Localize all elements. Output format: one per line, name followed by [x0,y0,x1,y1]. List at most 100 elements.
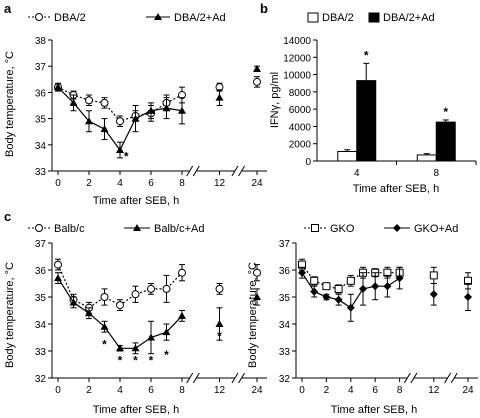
b-bar-dba-2-8 [416,154,437,162]
panel-a-plot: * [54,64,261,164]
a-ytick-label-36: 36 [35,88,47,99]
a-xtick-label-0: 0 [55,178,61,189]
c-balb-c-ad-point-24 [253,293,261,300]
a-dba-2-ad-point-12 [215,93,224,101]
a-axis-break-1-b [238,165,245,177]
panel-a-xticks: 0 2 4 6 8 12 24 [55,171,263,189]
panel-d-legend-gko: GKO [330,223,355,235]
c-axis-break-0-a [186,372,194,384]
b-ytick-label-2000: 2000 [289,140,312,151]
c-balb-c-ad-point-2 [85,309,93,317]
b-ytick-label-10000: 10000 [283,71,311,82]
panel-b-label: b [260,1,268,16]
panel-b-legend: DBA/2 DBA/2+Ad [307,12,435,24]
panel-c-label: c [4,209,11,224]
panel-d-legend-marker-gko [311,224,319,232]
a-axis-break-0-a [186,165,194,177]
panel-c-axes [51,243,267,384]
d-axis-break-1-b [450,372,458,384]
d-gko-ad-point-2 [322,293,331,301]
c-ytick-label-32: 32 [35,374,47,385]
panel-c-xlabel: Time after SEB, h [93,404,179,416]
b-bar-dba-2-4 [337,150,358,162]
panel-a-ylabel: Body temperature, °C [4,51,16,157]
panel-b-legend-dba2ad: DBA/2+Ad [383,12,435,24]
panel-a-yticks: 33 34 35 36 37 38 [35,36,52,178]
b-ytick-label-12000: 12000 [283,53,311,64]
d-ytick-label-33: 33 [279,347,291,358]
d-gko-ad-point-12 [429,290,438,299]
a-ytick-label-35: 35 [35,115,47,126]
d-gko-point-4 [346,276,355,285]
b-significance-1: * [443,105,448,119]
c-xtick-label-4: 4 [117,385,123,396]
d-gko-point-1 [310,276,319,285]
c-balb-c-ad-point-1 [69,298,78,306]
b-ytick-label-0: 0 [305,157,311,168]
d-gko-ad-point-7 [383,282,392,291]
a-dba-2-ad-point-5 [131,114,140,122]
a-dba-2-ad-point-6 [147,106,155,114]
a-dba-2-point-4 [116,117,124,126]
c-ytick-label-36: 36 [35,266,47,277]
d-gko-ad-point-0 [298,268,306,277]
panel-d-plot [298,258,472,322]
d-ytick-label-35: 35 [279,293,291,304]
d-ytick-label-34: 34 [279,320,291,331]
d-gko-ad-point-3 [334,295,343,304]
panel-c-legend-balbcad: Balb/c+Ad [154,223,204,235]
d-axis-break-1-a [444,372,452,384]
panel-d-legend-marker-gkoad [393,224,401,232]
c-xtick-label-12: 12 [214,385,226,396]
c-balb-c-point-24 [253,268,261,277]
d-gko-ad-point-1 [310,287,319,296]
panel-b-plot: ** [337,48,456,162]
d-gko-ad-point-6 [371,282,380,291]
c-balb-c-point-0 [54,260,62,269]
panel-d-legend-gkoad: GKO+Ad [414,223,458,235]
panel-d-ylabel: Body temperature, °C [247,262,259,368]
c-balb-c-ad-point-7 [162,328,171,336]
c-balb-c-point-8 [178,268,186,277]
a-dba-2-point-2 [85,96,93,105]
c-xtick-label-0: 0 [55,385,61,396]
a-ytick-label-37: 37 [35,62,47,73]
c-significance-5: * [217,329,222,343]
a-axis-break-0-b [192,165,200,177]
c-xtick-label-24: 24 [251,385,263,396]
d-xtick-label-12: 12 [428,385,440,396]
panel-b-legend-dba2: DBA/2 [322,12,354,24]
c-balb-c-point-7 [162,284,171,293]
panel-a-axes [51,40,267,177]
panel-c-plot: * * * * * * [54,258,261,367]
a-significance-0: * [124,150,129,164]
c-balb-c-ad-point-4 [116,344,124,352]
a-dba-2-ad-point-0 [54,83,62,91]
c-axis-break-1-b [238,372,245,384]
a-dba-2-ad-point-1 [69,98,78,106]
panel-d-legend: GKO GKO+Ad [304,223,458,235]
panel-a-legend: DBA/2 DBA/2+Ad [28,12,226,24]
c-balb-c-point-5 [131,290,140,299]
c-ytick-label-37: 37 [35,239,47,250]
a-dba-2-point-24 [253,77,261,86]
b-ytick-label-4000: 4000 [289,122,312,133]
a-xtick-label-6: 6 [148,178,154,189]
c-significance-4: * [164,348,169,362]
a-xtick-label-12: 12 [214,178,226,189]
a-xtick-label-24: 24 [251,178,263,189]
panel-c-legend-balbc: Balb/c [54,223,85,235]
c-balb-c-ad-point-5 [131,344,140,352]
d-gko-ad-point-8 [395,274,404,283]
panel-a-legend-dba2ad: DBA/2+Ad [174,12,226,24]
panel-a-label: a [4,1,12,16]
panel-d-axes [295,243,478,384]
c-balb-c-ad-point-6 [147,333,155,341]
c-significance-2: * [133,353,138,367]
panel-c-legend-marker-balbc [35,224,43,232]
a-dba-2-ad-point-3 [100,125,109,133]
c-xtick-label-6: 6 [148,385,154,396]
c-balb-c-point-4 [116,301,124,310]
panel-c-legend-marker-balbcad [133,224,141,231]
